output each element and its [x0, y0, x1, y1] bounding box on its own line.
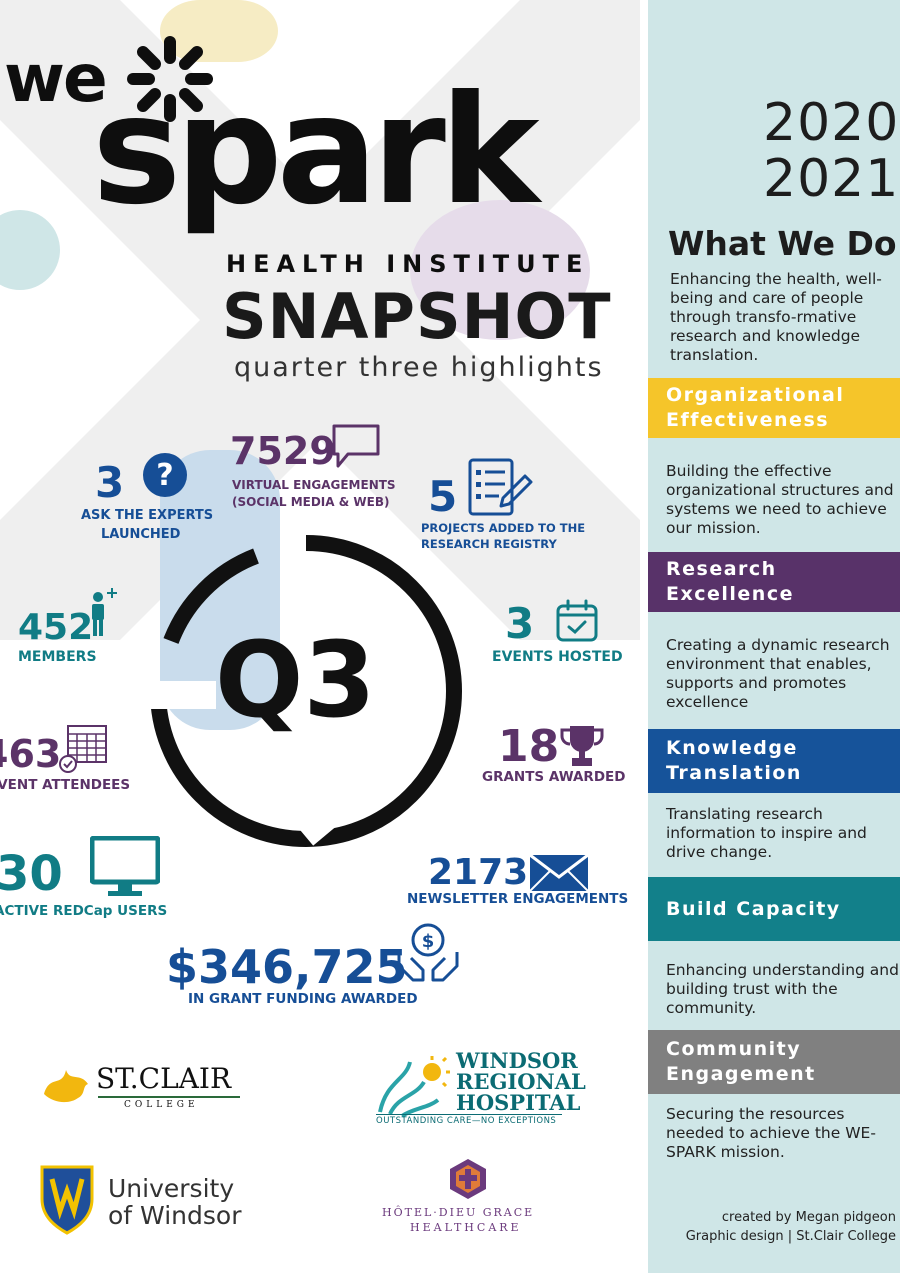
pillar-label: Knowledge Translation: [666, 737, 802, 784]
logo-wrh-rule: [376, 1114, 562, 1115]
monitor-icon: [90, 836, 160, 896]
stat-projects-label2: RESEARCH REGISTRY: [421, 537, 557, 551]
calendar-check-icon: [556, 599, 598, 642]
stat-projects-label1: PROJECTS ADDED TO THE: [421, 521, 586, 535]
stat-virtual-label2: (SOCIAL MEDIA & WEB): [232, 495, 390, 509]
year-range: 2020 2021: [763, 95, 899, 207]
person-plus-icon: [92, 588, 117, 636]
trophy-icon: [560, 726, 604, 766]
speech-bubble-icon: [332, 424, 380, 468]
pillar-build-capacity: Build Capacity: [648, 877, 900, 941]
windsor-regional-sun-icon: [378, 1056, 450, 1118]
panel-title: What We Do: [668, 224, 897, 263]
uwindsor-shield-icon: [40, 1165, 94, 1235]
logo-stclair-rule: [98, 1096, 240, 1098]
logo-hotel-dieu-line1: HÔTEL·DIEU GRACE: [382, 1206, 535, 1219]
pillar-label: Build Capacity: [666, 897, 841, 920]
page-subtitle: quarter three highlights: [234, 352, 604, 383]
pillar-description: Enhancing understanding and building tru…: [666, 961, 899, 1017]
pillar-label: Organizational Effectiveness: [666, 384, 845, 431]
stclair-flame-icon: [44, 1070, 88, 1103]
stat-attendees-label: EVENT ATTENDEES: [0, 777, 131, 793]
q3-label: Q3: [215, 619, 376, 741]
pillar-knowledge-translation: Knowledge Translation: [648, 729, 900, 793]
brand-we: we: [4, 40, 108, 117]
logo-wrh-tagline: OUTSTANDING CARE—NO EXCEPTIONS: [376, 1116, 557, 1126]
calendar-grid-icon: [59, 725, 107, 773]
logo-hotel-dieu-line2: HEALTHCARE: [410, 1221, 522, 1234]
stat-members-label: MEMBERS: [18, 649, 97, 665]
stat-events-value: 3: [505, 599, 535, 648]
envelope-icon: [529, 853, 589, 892]
logo-uwindsor-line2: of Windsor: [108, 1201, 242, 1230]
stat-attendees-value: 463: [0, 732, 62, 776]
credit: created by Megan pidgeon Graphic design …: [686, 1208, 896, 1246]
brand-institute: HEALTH INSTITUTE: [226, 250, 590, 278]
logo-wrh-line1: WINDSOR: [456, 1048, 578, 1073]
logo-stclair-sub: COLLEGE: [124, 1100, 199, 1110]
pillar-description: Securing the resources needed to achieve…: [666, 1105, 876, 1161]
stat-redcap-label: ACTIVE REDCap USERS: [0, 903, 168, 919]
stat-virtual-value: 7529: [230, 429, 336, 473]
pillar-organizational-effectiveness: Organizational Effectiveness: [648, 378, 900, 438]
q3-ring: [146, 535, 462, 847]
year-start: 2020: [763, 93, 900, 153]
stat-events-label: EVENTS HOSTED: [492, 649, 623, 665]
stat-redcap-value: 30: [0, 846, 63, 902]
page-title: SNAPSHOT: [222, 280, 612, 353]
stat-ask-experts-value: 3: [95, 458, 125, 507]
panel-description: Enhancing the health, well-being and car…: [670, 270, 882, 364]
stat-members-value: 452: [18, 607, 94, 648]
stat-newsletter-value: 2173: [428, 852, 529, 893]
stat-ask-experts-label2: LAUNCHED: [101, 527, 181, 542]
stat-newsletter-label: NEWSLETTER ENGAGEMENTS: [407, 891, 629, 907]
stat-funding-label: IN GRANT FUNDING AWARDED: [188, 991, 418, 1007]
pillar-description: Translating research information to insp…: [666, 805, 867, 861]
svg-text:$: $: [422, 931, 435, 952]
stat-grants-label: GRANTS AWARDED: [482, 769, 626, 785]
pillar-label: Research Excellence: [666, 558, 794, 605]
logo-uwindsor-line1: University: [108, 1174, 235, 1203]
pillar-research-excellence: Research Excellence: [648, 552, 900, 612]
stat-grants-value: 18: [498, 721, 560, 772]
question-icon: ?: [143, 453, 187, 497]
stat-funding-value: $346,725: [166, 940, 408, 994]
year-end: 2021: [763, 149, 900, 209]
pillar-description: Creating a dynamic research environment …: [666, 636, 890, 711]
credit-line1: created by Megan pidgeon: [721, 1210, 896, 1225]
logo-wrh-line2: REGIONAL: [456, 1069, 586, 1094]
spark-star-icon: [127, 36, 213, 122]
brand-spark: spark: [92, 64, 540, 238]
hands-coin-icon: $: [397, 923, 459, 982]
pillar-label: Community Engagement: [666, 1038, 816, 1085]
credit-line2: Graphic design | St.Clair College: [685, 1229, 896, 1244]
stat-ask-experts-label1: ASK THE EXPERTS: [81, 508, 214, 523]
stat-projects-value: 5: [428, 472, 458, 521]
logo-wrh-line3: HOSPITAL: [456, 1090, 581, 1115]
pillar-community-engagement: Community Engagement: [648, 1030, 900, 1094]
logo-stclair-name: ST.CLAIR: [96, 1062, 232, 1095]
hotel-dieu-emblem-icon: [450, 1159, 486, 1199]
svg-text:?: ?: [156, 458, 173, 493]
pillar-description: Building the effective organizational st…: [666, 462, 894, 537]
what-we-do-panel: 2020 2021 What We Do Enhancing the healt…: [648, 0, 900, 1273]
stat-virtual-label1: VIRTUAL ENGAGEMENTS: [232, 478, 396, 492]
clipboard-icon: [468, 458, 533, 516]
